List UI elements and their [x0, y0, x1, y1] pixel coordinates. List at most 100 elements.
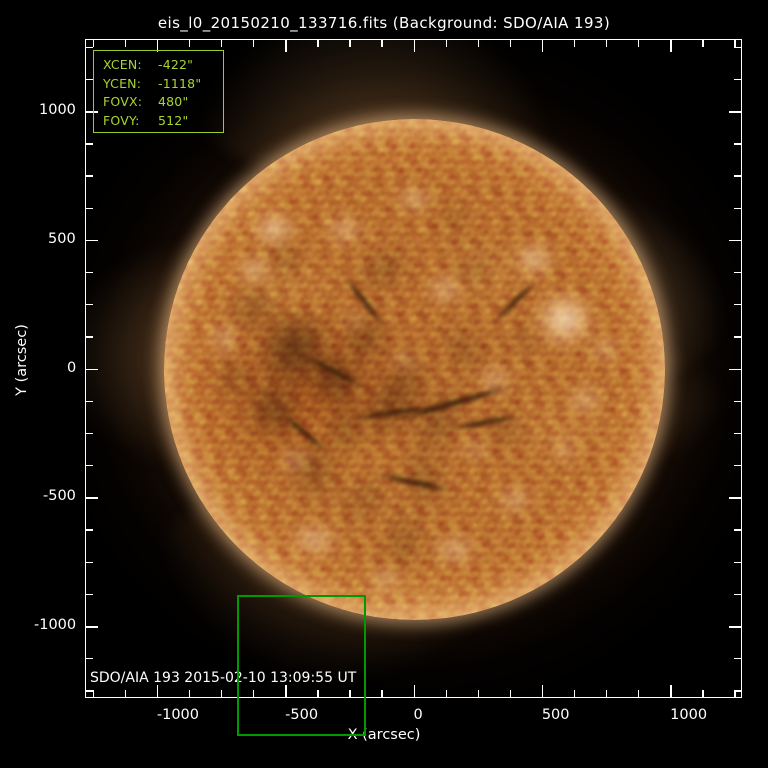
active-region-brightening [391, 184, 437, 215]
y-minor-tick [86, 336, 93, 338]
y-minor-tick [734, 561, 741, 563]
x-minor-tick [349, 40, 351, 47]
y-minor-tick [734, 207, 741, 209]
x-major-tick [413, 40, 416, 52]
x-minor-tick [253, 40, 255, 47]
x-axis-label: X (arcsec) [347, 727, 421, 743]
x-minor-tick [221, 40, 223, 47]
x-minor-tick [638, 690, 640, 697]
y-tick-label: 1000 [39, 102, 76, 119]
info-row-fovx: FOVX: 480" [103, 93, 223, 112]
info-value-fovy: 512" [158, 112, 189, 128]
active-region-brightening [361, 564, 407, 595]
x-major-tick [413, 685, 416, 697]
y-minor-tick [86, 658, 93, 660]
x-minor-tick [188, 690, 191, 697]
x-major-tick [670, 40, 672, 52]
active-region-brightening [564, 381, 605, 417]
disk-texture-overlay [164, 119, 665, 620]
page-title: eis_l0_20150210_133716.fits (Background:… [157, 14, 611, 32]
active-region-brightening [512, 239, 558, 280]
active-region-brightening [339, 306, 370, 332]
y-minor-tick [86, 593, 93, 596]
x-major-tick [156, 40, 159, 52]
y-minor-tick [734, 658, 741, 660]
y-major-tick [729, 368, 741, 371]
y-major-tick [729, 625, 741, 628]
x-minor-tick [734, 690, 736, 697]
x-minor-tick [477, 690, 479, 697]
x-major-tick [541, 40, 544, 52]
x-minor-tick [92, 690, 94, 697]
y-minor-tick [734, 593, 741, 596]
y-axis-label: Y (arcsec) [14, 324, 30, 396]
x-minor-tick [605, 40, 608, 47]
aia-193-background-image [86, 40, 741, 697]
active-region-brightening [249, 209, 300, 250]
active-region-brightening [321, 211, 367, 247]
y-major-tick [86, 497, 98, 499]
x-minor-tick [573, 690, 576, 697]
plot-frame [85, 39, 742, 698]
x-major-tick [285, 40, 287, 52]
info-row-xcen: XCEN: -422" [103, 56, 223, 75]
y-minor-tick [734, 304, 741, 306]
solar-disk [164, 119, 665, 620]
active-region-brightening [429, 532, 480, 568]
x-minor-tick [445, 40, 447, 47]
y-minor-tick [734, 46, 741, 49]
x-minor-tick [92, 40, 94, 47]
x-minor-tick [124, 690, 127, 697]
x-minor-tick [445, 690, 447, 697]
y-minor-tick [734, 175, 741, 177]
active-region-brightening [206, 319, 242, 360]
y-minor-tick [86, 207, 93, 209]
x-minor-tick [317, 40, 319, 47]
y-major-tick [86, 239, 98, 242]
x-minor-tick [605, 690, 608, 697]
y-major-tick [729, 239, 741, 242]
info-value-xcen: -422" [158, 57, 194, 72]
x-minor-tick [702, 40, 704, 47]
y-minor-tick [86, 529, 93, 531]
x-minor-tick [509, 690, 512, 697]
info-row-fovy: FOVY: 512" [103, 112, 223, 131]
y-minor-tick [86, 690, 93, 692]
x-minor-tick [317, 690, 319, 697]
y-minor-tick [86, 143, 93, 145]
pointing-info-box: XCEN: -422" YCEN: -1118" FOVX: 480" FOVY… [93, 50, 224, 133]
active-region-brightening [286, 519, 342, 560]
active-region-brightening [421, 271, 468, 307]
y-minor-tick [86, 400, 93, 402]
y-tick-label: 500 [48, 230, 76, 247]
y-minor-tick [86, 465, 93, 467]
y-minor-tick [734, 529, 741, 531]
y-tick-label: -1000 [34, 616, 77, 633]
y-minor-tick [734, 143, 741, 145]
active-region-brightening [492, 482, 538, 518]
y-minor-tick [86, 432, 93, 435]
info-key-ycen: YCEN: [103, 75, 142, 91]
y-minor-tick [86, 271, 93, 274]
x-major-tick [156, 685, 159, 697]
x-minor-tick [638, 40, 640, 47]
y-major-tick [86, 625, 98, 628]
image-timestamp: SDO/AIA 193 2015-02-10 13:09:55 UT [90, 670, 357, 686]
y-minor-tick [734, 400, 741, 402]
eis-fov-rectangle [237, 595, 366, 736]
x-minor-tick [573, 40, 576, 47]
x-major-tick [541, 685, 544, 697]
active-region-brightening [234, 251, 275, 287]
y-major-tick [86, 368, 98, 371]
y-major-tick [729, 111, 741, 113]
y-minor-tick [734, 465, 741, 467]
info-value-ycen: -1118" [158, 75, 202, 91]
info-value-fovx: 480" [158, 94, 189, 110]
x-minor-tick [734, 40, 736, 47]
y-major-tick [729, 497, 741, 499]
info-key-xcen: XCEN: [103, 57, 142, 72]
x-minor-tick [381, 690, 383, 697]
x-minor-tick [381, 40, 383, 47]
x-minor-tick [188, 40, 191, 47]
active-region-brightening [587, 334, 623, 365]
